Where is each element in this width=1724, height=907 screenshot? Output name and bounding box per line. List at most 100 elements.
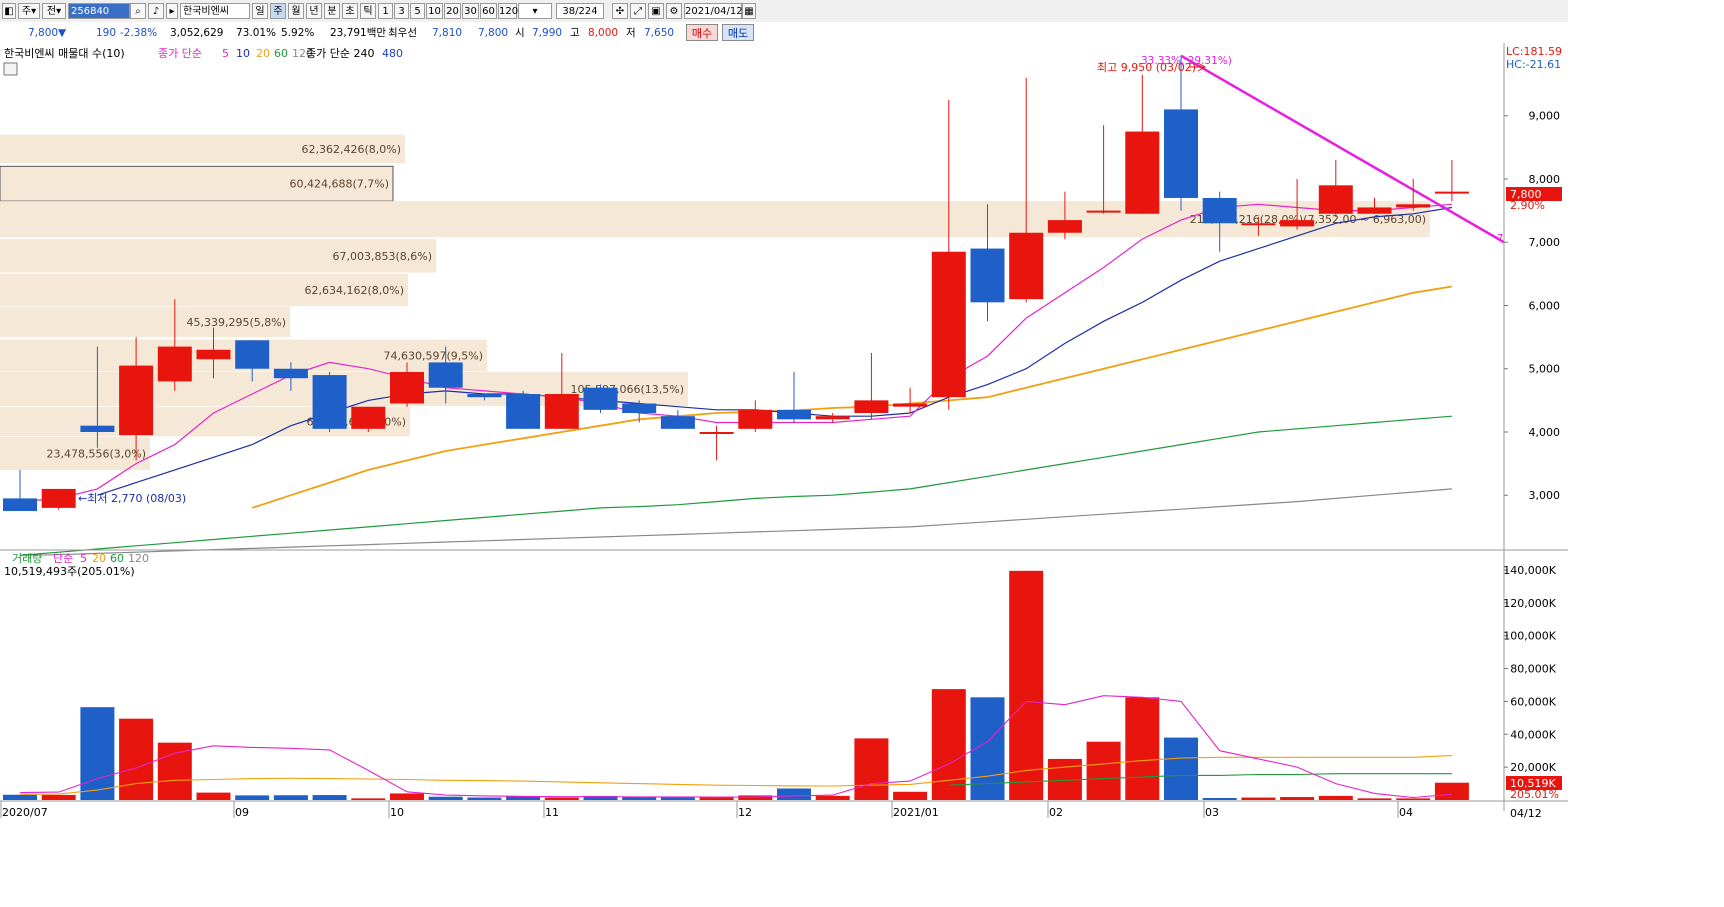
interval-10[interactable]: 10 bbox=[426, 3, 443, 19]
high-note: 최고 9,950 (03/02) bbox=[1097, 61, 1196, 74]
high-pct-note: 33.33%, 29.31%) bbox=[1141, 55, 1232, 67]
candle-body bbox=[699, 431, 734, 434]
search-icon[interactable]: ⌕ bbox=[130, 3, 146, 19]
vol-legend-ma20: 20 bbox=[92, 552, 106, 565]
volume-bar bbox=[1318, 795, 1353, 800]
vol-ma60-line bbox=[948, 773, 1452, 786]
price-change-tag: 2.90% bbox=[1510, 199, 1545, 212]
tf-month[interactable]: 월 bbox=[288, 3, 304, 19]
price-current-tag-text: 7,800 bbox=[1510, 188, 1542, 201]
volume-bar bbox=[777, 788, 811, 800]
interval-1[interactable]: 1 bbox=[378, 3, 393, 19]
candle-body bbox=[428, 362, 463, 388]
sell-button[interactable]: 매도 bbox=[722, 24, 754, 41]
candle-body bbox=[970, 248, 1005, 303]
price-tick-label: 4,000 bbox=[1529, 426, 1561, 439]
ma120-line bbox=[19, 488, 1452, 556]
volume-tick-label: 140,000K bbox=[1503, 564, 1556, 577]
price-tick-label: 7,000 bbox=[1529, 236, 1561, 249]
volume-bar bbox=[351, 798, 386, 800]
tf-min[interactable]: 분 bbox=[324, 3, 340, 19]
candle-body bbox=[3, 498, 37, 512]
buy-button[interactable]: 매수 bbox=[686, 24, 718, 41]
x-tick-label: 02 bbox=[1049, 806, 1063, 819]
gear-icon[interactable]: ⚙ bbox=[666, 3, 682, 19]
volume-bar bbox=[312, 795, 347, 800]
volume-profile-zone bbox=[0, 273, 408, 307]
high-value: 8,000 bbox=[588, 27, 619, 39]
candle-body bbox=[1396, 204, 1431, 208]
label-layer: 한국비엔씨 매물대 수(10) 종가 단순 5 10 20 60 120 종가 … bbox=[3, 45, 1562, 820]
tf-year[interactable]: 년 bbox=[306, 3, 322, 19]
vol-ma5-line bbox=[19, 695, 1452, 799]
arrow-icon[interactable]: ▸ bbox=[166, 3, 178, 19]
volume-bar bbox=[41, 794, 76, 800]
interval-3[interactable]: 3 bbox=[394, 3, 409, 19]
candle-body bbox=[235, 340, 270, 369]
volume-bar bbox=[506, 795, 541, 800]
price-tick-label: 5,000 bbox=[1529, 363, 1561, 376]
period-select[interactable]: 전▾ bbox=[42, 3, 66, 19]
candle-body bbox=[777, 409, 811, 420]
candle-body bbox=[351, 406, 386, 429]
volume-profile-label: 45,339,295(5,8%) bbox=[186, 316, 286, 329]
legend-ma5: 5 bbox=[222, 47, 229, 60]
x-tick-label: 09 bbox=[235, 806, 249, 819]
volume-profile-zone bbox=[0, 201, 1430, 238]
code-input[interactable]: 256840 bbox=[68, 3, 130, 19]
panel-menu-icon[interactable] bbox=[3, 62, 18, 76]
vol-legend-ma5: 5 bbox=[80, 552, 87, 565]
volume-bar bbox=[273, 795, 308, 800]
vol-legend-ma120: 120 bbox=[128, 552, 149, 565]
tf-day[interactable]: 일 bbox=[252, 3, 268, 19]
calendar-icon[interactable]: ▦ bbox=[742, 3, 756, 19]
tf-sec[interactable]: 초 bbox=[342, 3, 358, 19]
layout-icon[interactable]: ◧ bbox=[2, 3, 16, 19]
price-tick-label: 3,000 bbox=[1529, 489, 1561, 502]
trendline-end-label: 7 bbox=[1497, 233, 1503, 244]
type-select[interactable]: 주▾ bbox=[18, 3, 40, 19]
interval-120[interactable]: 120 bbox=[498, 3, 518, 19]
volume-bar bbox=[1125, 697, 1160, 800]
crosshair-icon[interactable]: ✣ bbox=[612, 3, 628, 19]
volume-bar bbox=[390, 793, 424, 800]
quote-price: 7,800 bbox=[28, 27, 59, 39]
candle-body bbox=[1086, 210, 1121, 213]
volume-bar bbox=[622, 796, 657, 800]
volume-bar bbox=[660, 797, 695, 800]
x-tick-label: 11 bbox=[545, 806, 559, 819]
chart-area[interactable]: 62,362,426(8,0%) 60,424,688(7,7%) 219,496,… bbox=[0, 43, 1568, 825]
candle-body bbox=[1009, 232, 1044, 300]
low-value: 7,650 bbox=[644, 27, 675, 39]
interval-60[interactable]: 60 bbox=[480, 3, 497, 19]
low-note: ←최저 2,770 (08/03) bbox=[78, 492, 186, 505]
candle-body bbox=[931, 251, 966, 398]
save-icon[interactable]: ▣ bbox=[648, 3, 664, 19]
high-label: 고 bbox=[570, 27, 580, 39]
interval-30[interactable]: 30 bbox=[462, 3, 479, 19]
candle-body bbox=[622, 403, 657, 414]
volume-bar bbox=[1164, 737, 1198, 800]
volume-profile-label: 23,478,556(3,0%) bbox=[46, 447, 146, 460]
low-label: 저 bbox=[626, 27, 636, 39]
candle-layer bbox=[3, 55, 1469, 512]
interval-5[interactable]: 5 bbox=[410, 3, 425, 19]
date-input[interactable]: 2021/04/12 bbox=[684, 3, 743, 19]
zoom-icon[interactable]: ⤢ bbox=[630, 3, 646, 19]
tf-week[interactable]: 주 bbox=[270, 3, 286, 19]
toolbar: ◧ 주▾ 전▾ 256840 ⌕ ♪ ▸ 한국비엔씨 일 주 월 년 분 초 틱… bbox=[0, 0, 1568, 23]
candle-body bbox=[1280, 220, 1315, 227]
count-box[interactable]: 38/224 bbox=[556, 3, 604, 19]
vol-last-value: 10,519,493주(205.01%) bbox=[4, 565, 135, 578]
volume-profile-zone bbox=[0, 134, 405, 164]
x-tick-label: 04 bbox=[1399, 806, 1413, 819]
price-current-tag bbox=[1506, 187, 1562, 201]
legend-ma20: 20 bbox=[256, 47, 270, 60]
interval-20[interactable]: 20 bbox=[444, 3, 461, 19]
speaker-icon[interactable]: ♪ bbox=[148, 3, 164, 19]
tf-tick[interactable]: 틱 bbox=[360, 3, 376, 19]
volume-bar bbox=[1280, 797, 1315, 800]
vol-ma20-line bbox=[19, 755, 1452, 795]
candle-body bbox=[312, 375, 347, 429]
interval-input[interactable]: ▾ bbox=[518, 3, 552, 19]
